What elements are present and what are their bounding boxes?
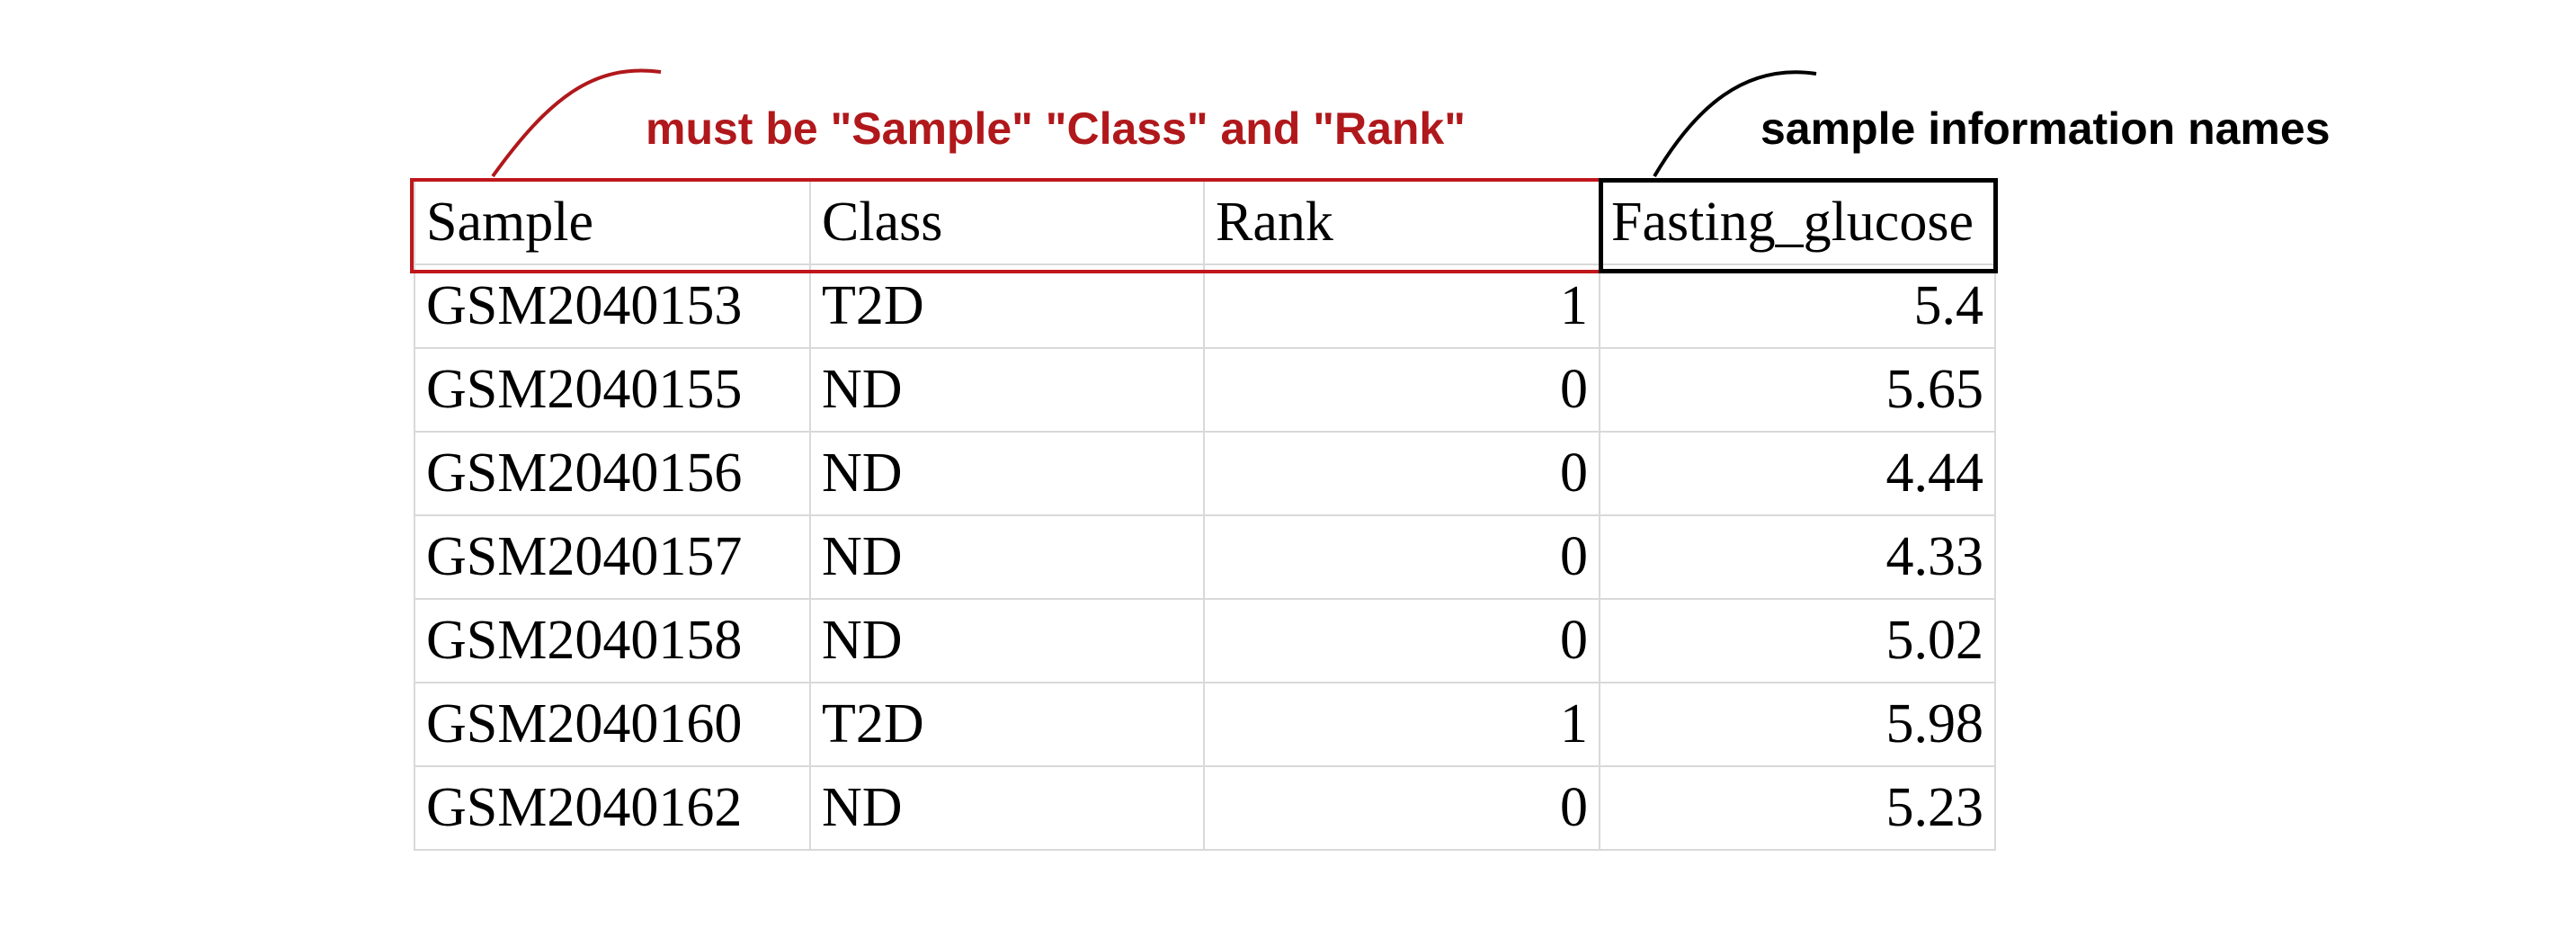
header-cell-class[interactable]: Class — [809, 180, 1205, 265]
fasting-glucose-cell[interactable]: 4.33 — [1599, 514, 1996, 600]
table-row: GSM2040157 ND 0 4.33 — [414, 514, 1996, 600]
sample-cell[interactable]: GSM2040153 — [414, 264, 811, 349]
class-cell[interactable]: ND — [809, 347, 1205, 433]
header-cell-sample[interactable]: Sample — [414, 180, 811, 265]
rank-cell[interactable]: 1 — [1203, 682, 1600, 767]
table-row: GSM2040158 ND 0 5.02 — [414, 598, 1996, 683]
fasting-glucose-cell[interactable]: 5.98 — [1599, 682, 1996, 767]
class-cell[interactable]: ND — [809, 431, 1205, 516]
class-cell[interactable]: ND — [809, 598, 1205, 683]
class-cell[interactable]: T2D — [809, 682, 1205, 767]
class-cell[interactable]: T2D — [809, 264, 1205, 349]
sample-cell[interactable]: GSM2040158 — [414, 598, 811, 683]
table-row: GSM2040160 T2D 1 5.98 — [414, 682, 1996, 767]
class-cell[interactable]: ND — [809, 765, 1205, 851]
fasting-glucose-cell[interactable]: 5.4 — [1599, 264, 1996, 349]
header-row: Sample Class Rank Fasting_glucose — [414, 180, 1996, 265]
rank-cell[interactable]: 0 — [1203, 765, 1600, 851]
header-cell-rank[interactable]: Rank — [1203, 180, 1600, 265]
sample-cell[interactable]: GSM2040155 — [414, 347, 811, 433]
sample-cell[interactable]: GSM2040156 — [414, 431, 811, 516]
rank-cell[interactable]: 0 — [1203, 431, 1600, 516]
rank-cell[interactable]: 1 — [1203, 264, 1600, 349]
rank-cell[interactable]: 0 — [1203, 598, 1600, 683]
sample-cell[interactable]: GSM2040157 — [414, 514, 811, 600]
sample-cell[interactable]: GSM2040160 — [414, 682, 811, 767]
header-cell-fasting-glucose[interactable]: Fasting_glucose — [1599, 180, 1996, 265]
fasting-glucose-cell[interactable]: 5.65 — [1599, 347, 1996, 433]
header-requirement-note: must be "Sample" "Class" and "Rank" — [646, 103, 1466, 154]
red-annotation-arrow — [491, 68, 662, 178]
sample-cell[interactable]: GSM2040162 — [414, 765, 811, 851]
rank-cell[interactable]: 0 — [1203, 347, 1600, 433]
sample-table: Sample Class Rank Fasting_glucose GSM204… — [414, 180, 1996, 851]
fasting-glucose-cell[interactable]: 5.23 — [1599, 765, 1996, 851]
sample-info-note: sample information names — [1760, 103, 2331, 154]
fasting-glucose-cell[interactable]: 4.44 — [1599, 431, 1996, 516]
table-row: GSM2040155 ND 0 5.65 — [414, 347, 1996, 433]
table-row: GSM2040162 ND 0 5.23 — [414, 765, 1996, 851]
fasting-glucose-cell[interactable]: 5.02 — [1599, 598, 1996, 683]
table-row: GSM2040156 ND 0 4.44 — [414, 431, 1996, 516]
class-cell[interactable]: ND — [809, 514, 1205, 600]
rank-cell[interactable]: 0 — [1203, 514, 1600, 600]
table-row: GSM2040153 T2D 1 5.4 — [414, 264, 1996, 349]
